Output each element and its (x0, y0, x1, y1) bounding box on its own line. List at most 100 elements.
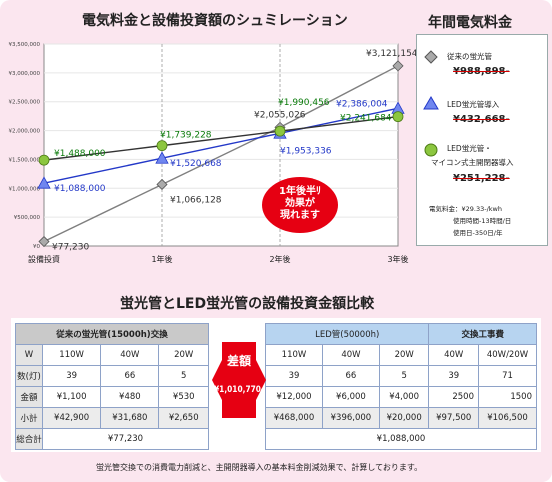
rate-note: 電気料金：¥29.33-/kwh (429, 205, 502, 213)
right-price-40w: ¥6,000 (321, 386, 380, 408)
difference-badge: 差額 ¥1,010,770- (212, 338, 266, 422)
right-price-install-40w: 2500 (428, 386, 479, 408)
data-label: ¥1,990,456 (278, 98, 330, 108)
difference-arrow: 差額 ¥1,010,770- (212, 342, 266, 418)
right-price-install-40w20w: 1500 (478, 386, 537, 408)
right-subtotal-install-40w20w: ¥106,500 (478, 407, 537, 429)
marker-led-breaker (38, 154, 50, 166)
data-label: ¥2,241,684 (340, 114, 392, 124)
right-subtotal-110w: ¥468,000 (265, 407, 323, 429)
x-tick-label: 2年後 (269, 254, 290, 264)
right-col-install-40w20w: 40W/20W (478, 344, 537, 366)
x-tick-label: 設備投資 (28, 254, 60, 264)
row-label-subtotal: 小計 (15, 407, 43, 429)
row-label-count: 数(灯) (15, 365, 43, 387)
marker-conventional (156, 178, 168, 191)
marker-led (155, 151, 169, 164)
install-header: 交換工事費 (428, 323, 537, 345)
legend-value-conventional: ¥988,898- (453, 66, 510, 77)
marker-conventional (392, 60, 404, 72)
left-col-20w: 20W (158, 344, 209, 366)
right-subtotal-20w: ¥20,000 (378, 407, 430, 429)
marker-led-breaker (156, 140, 168, 152)
data-label: ¥1,088,000 (54, 184, 106, 194)
y-tick-label: ¥3,500,000 (9, 42, 41, 48)
callout-bubble (262, 177, 338, 233)
legend-label-conventional: 従来の蛍光管 (447, 52, 492, 61)
legend-circle-icon (424, 143, 438, 157)
legend-markers (423, 50, 439, 157)
marker-conventional (38, 235, 50, 248)
series-line-0 (43, 65, 399, 243)
x-tick-label: 1年後 (151, 254, 172, 264)
legend-label-led-breaker-2: マイコン式主開閉器導入 (431, 158, 514, 167)
y-tick-label: ¥2,500,000 (9, 100, 41, 106)
y-tick-label: ¥2,000,000 (9, 129, 41, 135)
data-label: ¥3,121,154 (366, 49, 418, 59)
row-label-total: 総合計 (15, 428, 43, 450)
right-price-110w: ¥12,000 (265, 386, 323, 408)
left-count-20w: 5 (158, 365, 209, 387)
right-col-40w: 40W (321, 344, 380, 366)
legend-value-led-breaker: ¥251,228- (453, 173, 510, 184)
left-subtotal-40w: ¥31,680 (100, 407, 160, 429)
left-count-40w: 66 (100, 365, 160, 387)
right-count-20w: 5 (378, 365, 430, 387)
left-count-110w: 39 (41, 365, 102, 387)
right-col-20w: 20W (378, 344, 430, 366)
callout-text: 効果が (285, 196, 316, 209)
y-tick-label: ¥1,000,000 (9, 186, 41, 192)
right-col-install-40w: 40W (428, 344, 479, 366)
cost-chart: ¥0 ¥500,000 ¥1,000,000 ¥1,500,000 ¥2,000,000… (9, 42, 418, 264)
right-price-20w: ¥4,000 (378, 386, 430, 408)
conventional-header: 従来の蛍光管(15000h)交換 (15, 323, 209, 345)
series-line-2 (43, 115, 399, 161)
data-label: ¥77,230 (52, 243, 89, 253)
legend-value-led: ¥432,668- (453, 114, 510, 125)
callout-text: 現れます (280, 209, 320, 221)
days-note: 使用日-350日/年 (453, 229, 503, 237)
legend-triangle-icon (423, 96, 439, 110)
row-label-price: 金額 (15, 386, 43, 408)
row-label-w: W (15, 344, 43, 366)
difference-label: 差額 (226, 353, 251, 368)
hours-note: 使用時間-13時間/日 (453, 217, 512, 225)
y-tick-label: ¥0 (33, 244, 40, 250)
led-table: LED管(50000h) 交換工事費 110W 40W 20W 40W 40W/… (264, 323, 537, 450)
right-total: ¥1,088,000 (265, 428, 537, 450)
series-line-1 (43, 107, 399, 184)
chart-title: 電気料金と設備投資額のシュミレーション (82, 13, 348, 29)
difference-value: ¥1,010,770- (214, 385, 264, 395)
legend-panel: 従来の蛍光管 ¥988,898- LED蛍光管導入 ¥432,668- LED蛍… (416, 34, 548, 246)
data-label: ¥2,386,004 (336, 99, 388, 109)
data-label: ¥2,055,026 (254, 110, 306, 120)
x-tick-label: 3年後 (387, 254, 408, 264)
right-subtotal-40w: ¥396,000 (321, 407, 380, 429)
data-label: ¥1,066,128 (170, 195, 222, 205)
legend-label-led-breaker: LED蛍光管・ (447, 144, 492, 153)
comparison-title: 蛍光管とLED蛍光管の設備投資金額比較 (120, 296, 375, 312)
right-count-install-40w20w: 71 (478, 365, 537, 387)
right-count-110w: 39 (265, 365, 323, 387)
footer-note: 蛍光管交換での消費電力削減と、主開閉器導入の基本料金削減効果で、計算しております… (96, 463, 423, 472)
data-label: ¥1,739,228 (160, 131, 212, 141)
data-label: ¥1,488,000 (54, 149, 106, 159)
conventional-table: 従来の蛍光管(15000h)交換 W 110W 40W 20W 数(灯) 39 … (15, 323, 209, 450)
left-total: ¥77,230 (42, 428, 209, 450)
left-price-40w: ¥480 (100, 386, 160, 408)
y-tick-label: ¥1,500,000 (9, 157, 41, 163)
left-col-110w: 110W (41, 344, 102, 366)
right-count-40w: 66 (321, 365, 380, 387)
marker-led-breaker (274, 125, 286, 137)
callout-text: 1年後半ﾘ (279, 184, 321, 197)
left-col-40w: 40W (100, 344, 160, 366)
led-header: LED管(50000h) (264, 323, 430, 345)
left-subtotal-20w: ¥2,650 (158, 407, 209, 429)
legend-diamond-icon (424, 50, 438, 64)
left-subtotal-110w: ¥42,900 (41, 407, 102, 429)
right-col-110w: 110W (265, 344, 323, 366)
comparison-table-panel: 従来の蛍光管(15000h)交換 W 110W 40W 20W 数(灯) 39 … (11, 318, 541, 452)
marker-led-breaker (392, 111, 404, 123)
left-price-20w: ¥530 (158, 386, 209, 408)
y-tick-label: ¥3,000,000 (9, 71, 41, 77)
